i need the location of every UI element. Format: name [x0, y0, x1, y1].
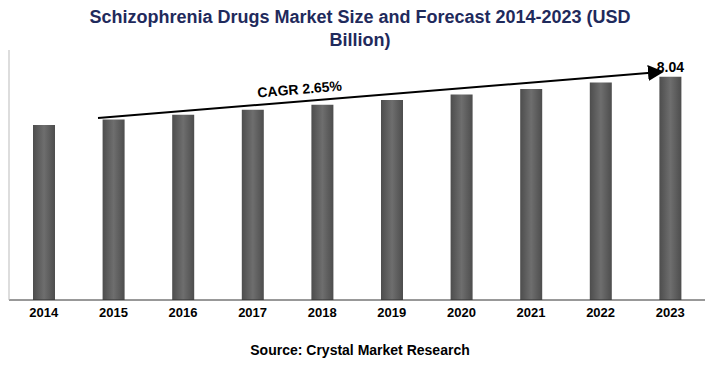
svg-text:2021: 2021: [517, 305, 546, 320]
svg-text:2023: 2023: [656, 305, 685, 320]
svg-text:2020: 2020: [447, 305, 476, 320]
svg-text:2022: 2022: [586, 305, 615, 320]
svg-text:2019: 2019: [377, 305, 406, 320]
svg-text:2015: 2015: [99, 305, 128, 320]
svg-text:CAGR 2.65%: CAGR 2.65%: [257, 78, 343, 101]
svg-text:2016: 2016: [169, 305, 198, 320]
html-text:Source: Crystal Market Researc: Source: Crystal Market Research: [250, 342, 470, 358]
svg-text:2014: 2014: [29, 305, 59, 320]
html-text:Schizophrenia Drugs Market Siz: Schizophrenia Drugs Market Size and Fore…: [89, 7, 631, 50]
svg-text:2017: 2017: [238, 305, 267, 320]
svg-text:2018: 2018: [308, 305, 337, 320]
svg-text:8.04: 8.04: [657, 59, 684, 75]
